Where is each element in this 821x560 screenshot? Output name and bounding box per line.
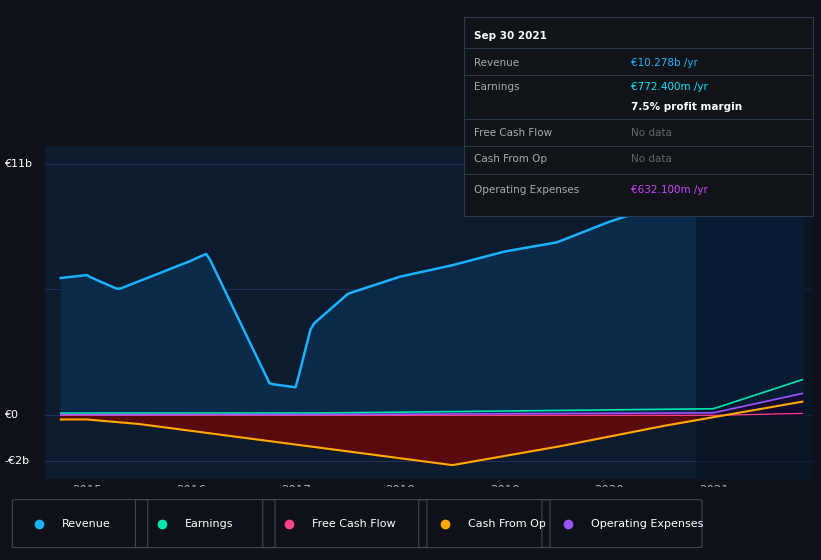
Text: Revenue: Revenue <box>62 519 110 529</box>
Text: Earnings: Earnings <box>475 82 520 92</box>
Text: €0: €0 <box>4 410 18 420</box>
Text: Earnings: Earnings <box>185 519 233 529</box>
Text: No data: No data <box>631 154 672 164</box>
Text: Cash From Op: Cash From Op <box>468 519 546 529</box>
Text: €772.400m /yr: €772.400m /yr <box>631 82 709 92</box>
Text: -€2b: -€2b <box>4 455 30 465</box>
Text: Free Cash Flow: Free Cash Flow <box>475 128 553 138</box>
Text: Operating Expenses: Operating Expenses <box>591 519 704 529</box>
Text: €11b: €11b <box>4 159 32 169</box>
Text: 7.5% profit margin: 7.5% profit margin <box>631 102 742 112</box>
Text: Free Cash Flow: Free Cash Flow <box>312 519 396 529</box>
Bar <box>696 146 813 479</box>
Text: Operating Expenses: Operating Expenses <box>475 185 580 195</box>
Text: No data: No data <box>631 128 672 138</box>
Text: €632.100m /yr: €632.100m /yr <box>631 185 709 195</box>
Text: Revenue: Revenue <box>475 58 520 68</box>
Text: Cash From Op: Cash From Op <box>475 154 548 164</box>
Text: Sep 30 2021: Sep 30 2021 <box>475 31 548 41</box>
Text: €10.278b /yr: €10.278b /yr <box>631 58 698 68</box>
